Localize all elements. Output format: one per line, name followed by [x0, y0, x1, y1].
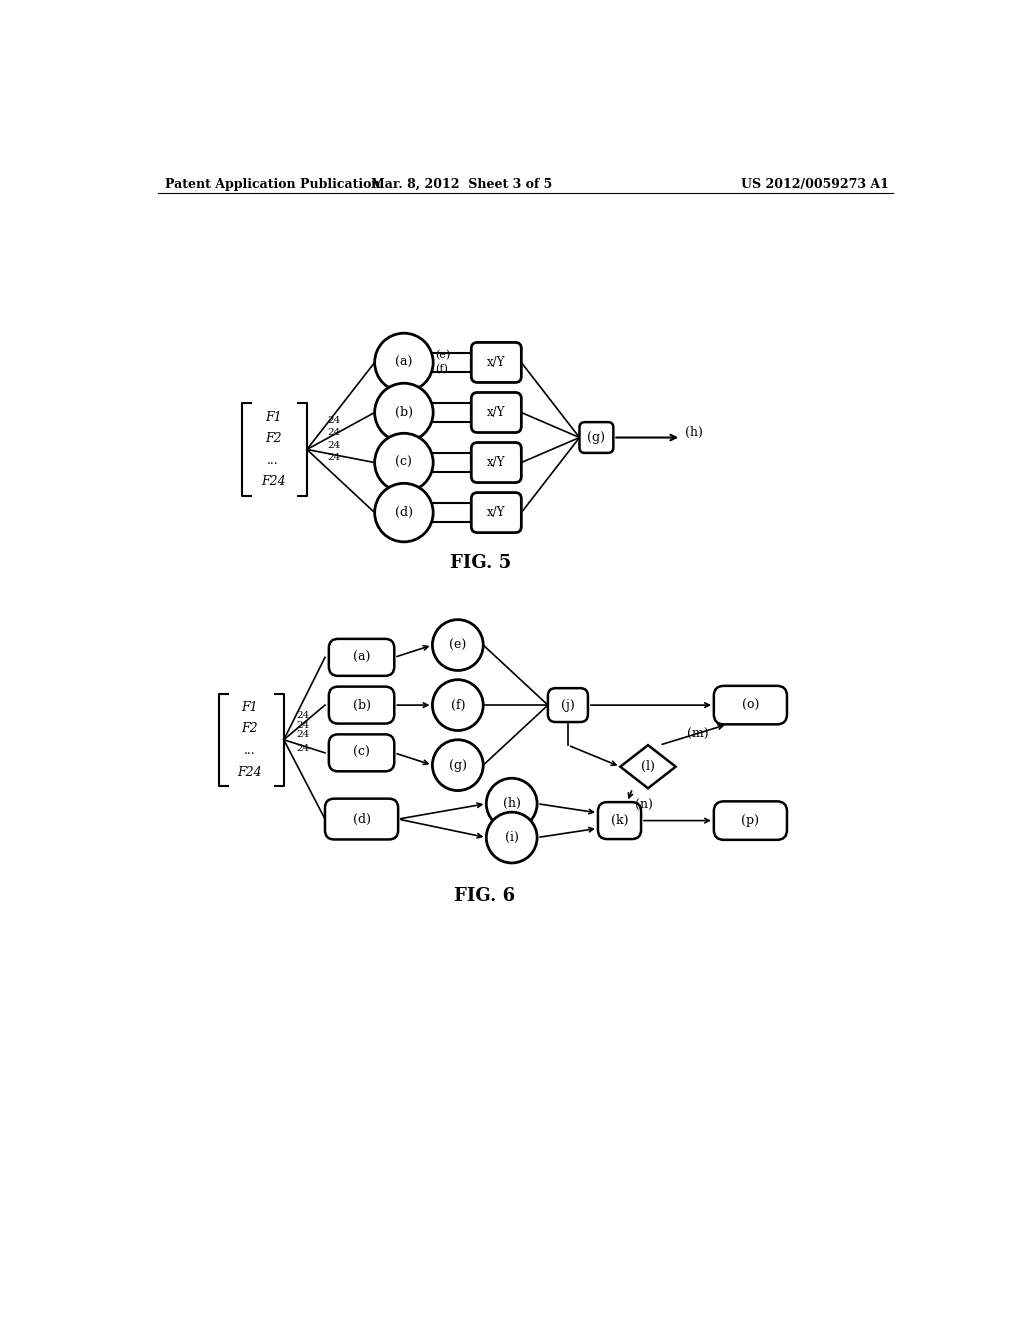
FancyBboxPatch shape	[598, 803, 641, 840]
Text: (a): (a)	[395, 356, 413, 370]
Text: (c): (c)	[353, 746, 370, 759]
Text: (h): (h)	[685, 426, 702, 440]
Text: F1: F1	[264, 411, 282, 424]
FancyBboxPatch shape	[580, 422, 613, 453]
FancyBboxPatch shape	[471, 392, 521, 433]
Polygon shape	[621, 744, 676, 788]
Text: (l): (l)	[641, 760, 655, 774]
Text: 24: 24	[328, 428, 341, 437]
FancyBboxPatch shape	[329, 639, 394, 676]
Text: (k): (k)	[610, 814, 629, 828]
Text: (g): (g)	[588, 432, 605, 444]
Text: (o): (o)	[741, 698, 759, 711]
FancyBboxPatch shape	[714, 686, 787, 725]
Text: (e): (e)	[450, 639, 467, 652]
Text: x/Y: x/Y	[487, 356, 506, 370]
Text: ...: ...	[244, 744, 256, 758]
Text: x/Y: x/Y	[487, 506, 506, 519]
Text: FIG. 6: FIG. 6	[455, 887, 515, 906]
Text: 24: 24	[296, 711, 309, 721]
Text: (f): (f)	[435, 364, 447, 375]
Text: (b): (b)	[352, 698, 371, 711]
Circle shape	[432, 619, 483, 671]
Text: F2: F2	[242, 722, 258, 735]
Text: 24: 24	[296, 721, 309, 730]
Text: (b): (b)	[395, 407, 413, 418]
Text: (p): (p)	[741, 814, 760, 828]
Text: F2: F2	[264, 432, 282, 445]
Text: 24: 24	[296, 730, 309, 739]
Text: Patent Application Publication: Patent Application Publication	[165, 178, 381, 190]
Text: F24: F24	[261, 475, 286, 488]
FancyBboxPatch shape	[471, 442, 521, 483]
Text: x/Y: x/Y	[487, 455, 506, 469]
Text: (c): (c)	[395, 455, 413, 469]
Text: (d): (d)	[352, 813, 371, 825]
Text: (g): (g)	[449, 759, 467, 772]
Text: US 2012/0059273 A1: US 2012/0059273 A1	[741, 178, 889, 190]
Text: F24: F24	[238, 766, 262, 779]
Text: (d): (d)	[395, 506, 413, 519]
Text: x/Y: x/Y	[487, 407, 506, 418]
Circle shape	[432, 680, 483, 730]
Text: FIG. 5: FIG. 5	[451, 553, 512, 572]
Circle shape	[375, 483, 433, 543]
Text: (e): (e)	[435, 350, 450, 360]
Circle shape	[432, 739, 483, 791]
Text: (h): (h)	[503, 797, 520, 810]
Text: 24: 24	[328, 441, 341, 450]
Circle shape	[486, 812, 538, 863]
Text: 24: 24	[296, 743, 309, 752]
Circle shape	[486, 779, 538, 829]
Text: 24: 24	[328, 416, 341, 425]
Text: (a): (a)	[353, 651, 371, 664]
Circle shape	[375, 433, 433, 492]
Circle shape	[375, 333, 433, 392]
Text: (i): (i)	[505, 832, 518, 843]
Circle shape	[375, 383, 433, 442]
Text: ...: ...	[267, 454, 279, 467]
FancyBboxPatch shape	[325, 799, 398, 840]
Text: (n): (n)	[635, 799, 653, 812]
Text: F1: F1	[242, 701, 258, 714]
Text: Mar. 8, 2012  Sheet 3 of 5: Mar. 8, 2012 Sheet 3 of 5	[371, 178, 552, 190]
Text: (m): (m)	[686, 727, 709, 741]
FancyBboxPatch shape	[471, 342, 521, 383]
FancyBboxPatch shape	[714, 801, 787, 840]
FancyBboxPatch shape	[329, 734, 394, 771]
FancyBboxPatch shape	[471, 492, 521, 533]
Text: (j): (j)	[561, 698, 574, 711]
FancyBboxPatch shape	[548, 688, 588, 722]
Text: (f): (f)	[451, 698, 465, 711]
Text: 24: 24	[328, 453, 341, 462]
FancyBboxPatch shape	[329, 686, 394, 723]
